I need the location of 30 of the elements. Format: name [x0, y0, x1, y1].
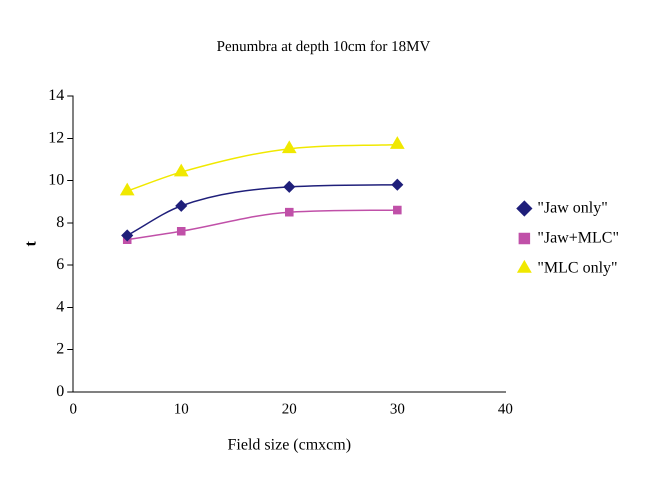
- x-tick-label: 20: [282, 402, 297, 418]
- legend-label: "Jaw only": [537, 200, 608, 217]
- x-axis-title: Field size (cmxcm): [228, 436, 352, 454]
- legend-label: "Jaw+MLC": [537, 230, 619, 247]
- y-tick-label: 8: [56, 214, 64, 231]
- x-tick-label: 10: [174, 402, 189, 418]
- x-tick-label: 30: [390, 402, 405, 418]
- y-tick-label: 4: [56, 298, 64, 316]
- chart-title: Penumbra at depth 10cm for 18MV: [216, 38, 431, 55]
- x-tick-label: 40: [498, 402, 513, 418]
- y-tick-label: 6: [56, 256, 64, 274]
- point: [284, 181, 296, 193]
- y-axis-title: t: [22, 240, 40, 247]
- point: [176, 226, 186, 236]
- x-tick-label: 0: [69, 402, 77, 418]
- point: [174, 164, 188, 176]
- point: [284, 208, 294, 216]
- legend-label: "MLC only": [537, 260, 618, 277]
- point: [121, 230, 133, 242]
- point: [282, 141, 296, 154]
- y-tick-label: 0: [56, 383, 64, 400]
- point: [175, 200, 187, 212]
- y-tick-label: 10: [48, 172, 64, 189]
- point: [392, 178, 404, 190]
- point: [393, 206, 402, 214]
- point: [120, 183, 134, 196]
- y-tick-label: 14: [48, 87, 64, 104]
- point: [390, 136, 404, 149]
- y-tick-label: 2: [56, 340, 64, 358]
- y-tick-label: 12: [48, 129, 64, 146]
